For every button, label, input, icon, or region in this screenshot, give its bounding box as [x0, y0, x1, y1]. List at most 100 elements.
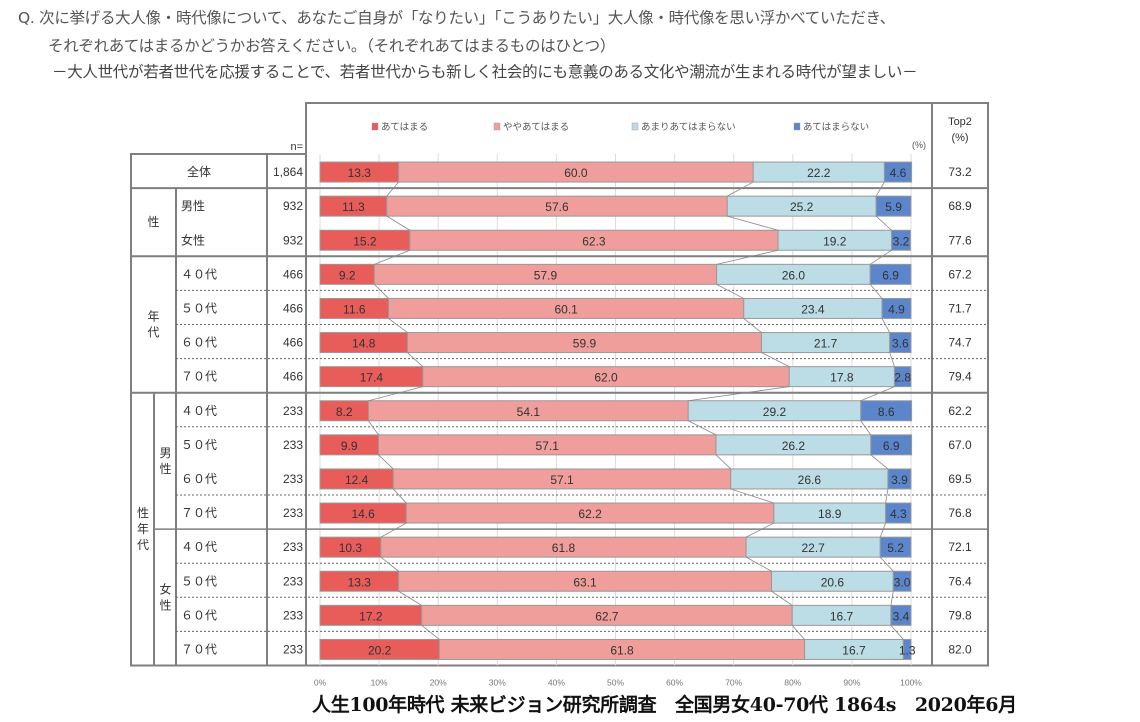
series-connector-line [860, 420, 872, 436]
row-top2: 72.1 [948, 540, 972, 554]
bar-value-label: 3.0 [894, 575, 911, 589]
top2-header: Top2 [948, 116, 972, 128]
bar-value-label: 16.7 [842, 643, 866, 657]
bar-value-label: 8.6 [878, 405, 895, 419]
series-connector-line [378, 454, 394, 470]
series-connector-line [392, 488, 407, 504]
row-label: 男性 [181, 199, 205, 213]
group-label-2: 年 [147, 310, 159, 324]
n-header: n= [290, 141, 303, 153]
row-label: ６０代 [181, 336, 217, 350]
row-top2: 71.7 [948, 301, 972, 315]
bar-value-label: 4.3 [890, 507, 907, 521]
x-tick-label: 70% [725, 678, 742, 688]
row-n: 233 [283, 608, 303, 622]
row-n: 466 [283, 301, 303, 315]
series-connector-line [380, 556, 399, 572]
series-connector-line [716, 249, 779, 265]
question-line-1: Q. 次に挙げる大人像・時代像について、あなたご自身が「なりたい」「こうありたい… [18, 9, 895, 27]
row-n: 466 [283, 267, 303, 281]
series-connector-line [869, 284, 883, 299]
bar-value-label: 17.4 [360, 371, 384, 385]
row-label: ７０代 [181, 642, 217, 656]
row-top2: 76.8 [948, 506, 972, 520]
bar-value-label: 14.6 [351, 507, 375, 521]
bar-value-label: 26.6 [798, 473, 822, 487]
bar-segment-3 [887, 468, 912, 490]
group-label-2: 代 [147, 326, 159, 340]
row-n: 233 [283, 404, 303, 418]
bar-value-label: 9.2 [339, 268, 356, 282]
row-label: 全体 [187, 164, 211, 179]
subgroup-label-0: 性 [159, 462, 171, 476]
row-n: 233 [283, 574, 303, 588]
bar-value-label: 62.7 [595, 609, 619, 623]
bar-value-label: 14.8 [352, 337, 376, 351]
series-connector-line [388, 318, 408, 333]
label-table-frame [130, 153, 307, 667]
row-n: 233 [283, 438, 303, 452]
question-line-2: それぞれあてはまるかどうかお答えください。（それぞれあてはまるものはひとつ） [48, 37, 616, 55]
bar-value-label: 57.6 [545, 200, 569, 214]
row-label: 女性 [181, 232, 205, 247]
row-n: 466 [283, 336, 303, 350]
bar-value-label: 21.7 [814, 337, 838, 351]
bar-value-label: 3.2 [893, 234, 910, 248]
bar-value-label: 6.9 [882, 268, 899, 282]
bar-value-label: 25.2 [790, 200, 814, 214]
legend-swatch-0 [371, 122, 379, 131]
bar-segment-3 [875, 195, 912, 217]
bar-value-label: 1.3 [899, 643, 916, 657]
group-label-3: 代 [137, 538, 149, 552]
top2-column-frame [931, 102, 989, 667]
row-label: ７０代 [181, 370, 217, 384]
series-connector-line [380, 522, 407, 538]
row-label: ４０代 [181, 404, 217, 418]
bar-segment-3 [881, 297, 912, 319]
subgroup-label-0: 男 [159, 446, 171, 460]
bar-value-label: 11.6 [343, 302, 366, 316]
series-connector-line [715, 454, 732, 470]
bar-value-label: 11.3 [342, 200, 365, 214]
bar-value-label: 63.1 [573, 575, 597, 589]
series-connector-line [771, 590, 793, 606]
bar-value-label: 8.2 [336, 405, 353, 419]
row-n: 932 [283, 233, 303, 247]
bar-value-label: 60.1 [554, 302, 578, 316]
row-label: ６０代 [181, 608, 217, 622]
bar-value-label: 29.2 [763, 405, 787, 419]
row-n: 233 [283, 472, 303, 486]
row-label: ５０代 [181, 301, 217, 315]
series-connector-line [890, 625, 904, 640]
series-connector-line [860, 386, 895, 402]
legend-swatch-1 [493, 122, 501, 131]
row-top2: 67.0 [948, 438, 972, 452]
row-top2: 73.2 [948, 165, 972, 179]
series-connector-line [368, 420, 379, 436]
bar-value-label: 3.9 [891, 473, 908, 487]
series-connector-line [727, 181, 754, 197]
group-label-1: 性 [147, 215, 159, 229]
series-connector-line [875, 215, 892, 231]
x-tick-label: 80% [784, 678, 801, 688]
series-connector-line [761, 352, 790, 368]
row-top2: 74.7 [948, 336, 972, 350]
bar-segment-3 [892, 570, 912, 592]
x-tick-label: 30% [489, 678, 506, 688]
series-connector-line [885, 488, 889, 504]
row-n: 466 [283, 370, 303, 384]
bar-value-label: 13.3 [348, 166, 372, 180]
series-connector-line [745, 556, 772, 572]
x-tick-label: 90% [843, 678, 860, 688]
series-connector-line [374, 284, 389, 299]
row-label: ５０代 [181, 438, 217, 452]
series-connector-line [870, 249, 892, 265]
bar-value-label: 18.9 [818, 507, 842, 521]
row-n: 233 [283, 506, 303, 520]
legend-label-0: あてはまる [381, 122, 428, 133]
series-connector-line [875, 181, 885, 197]
bar-value-label: 17.8 [830, 371, 854, 385]
bar-segment-3 [883, 161, 913, 183]
bar-value-label: 9.9 [341, 439, 358, 453]
